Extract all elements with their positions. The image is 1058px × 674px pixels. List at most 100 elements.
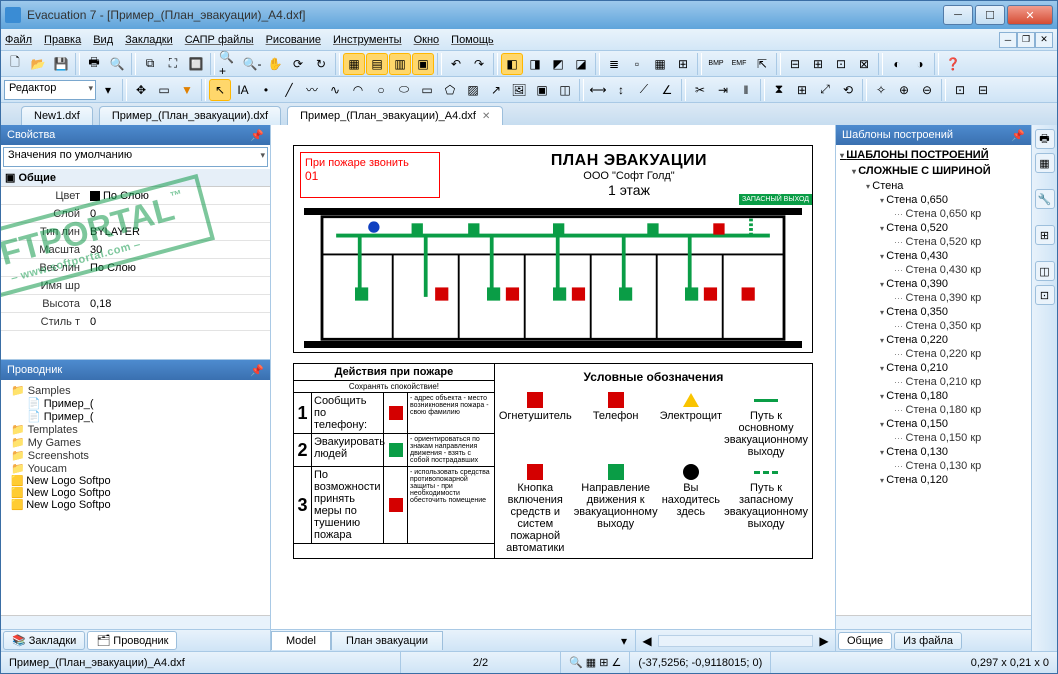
mirror-icon[interactable]: ⧗ [768,79,790,101]
template-item[interactable]: Стена 0,220 [838,333,1029,347]
template-subitem[interactable]: Стена 0,130 кр [838,459,1029,473]
template-item[interactable]: Стена 0,120 [838,473,1029,487]
layout-2-icon[interactable]: ▤ [366,53,388,75]
copy-icon[interactable]: ⧉ [139,53,161,75]
side-btn-3[interactable]: 🔧 [1035,189,1055,209]
join-icon[interactable]: ⊕ [893,79,915,101]
tab-close-icon[interactable]: ✕ [482,111,490,122]
tool-a-icon[interactable]: ◐ [886,53,908,75]
color-4-icon[interactable]: ◪ [570,53,592,75]
tree-item[interactable]: Samples [5,384,266,397]
blocks-icon[interactable]: ▫ [626,53,648,75]
template-subitem[interactable]: Стена 0,390 кр [838,291,1029,305]
point-icon[interactable]: • [255,79,277,101]
pointer-icon[interactable]: ↖ [209,79,231,101]
zoom-in-icon[interactable]: 🔍+ [218,53,240,75]
align-4-icon[interactable]: ⊠ [853,53,875,75]
property-row[interactable]: Высота0,18 [1,295,270,313]
side-btn-4[interactable]: ⊞ [1035,225,1055,245]
trim-icon[interactable]: ✂ [689,79,711,101]
dim-1-icon[interactable]: ⟷ [587,79,609,101]
properties-header[interactable]: Свойства📌 [1,125,270,145]
leader-icon[interactable]: ↗ [485,79,507,101]
template-item[interactable]: Стена 0,180 [838,389,1029,403]
menu-tools[interactable]: Инструменты [333,34,402,46]
move-icon[interactable]: ✥ [130,79,152,101]
image-icon[interactable]: 🖼 [508,79,530,101]
properties-category[interactable]: ▣ Общие [1,169,270,187]
tpl-category[interactable]: Стена [838,179,1029,193]
dim-2-icon[interactable]: ↕ [610,79,632,101]
zoom-window-icon[interactable]: 🔲 [185,53,207,75]
property-row[interactable]: Стиль т0 [1,313,270,331]
print-preview-icon[interactable]: 🔍 [106,53,128,75]
align-1-icon[interactable]: ⊟ [784,53,806,75]
color-3-icon[interactable]: ◩ [547,53,569,75]
open-icon[interactable]: 📂 [27,53,49,75]
tab-bookmarks[interactable]: 📚 Закладки [3,631,85,650]
snap-icon[interactable]: ⊞ [672,53,694,75]
undo-icon[interactable]: ↶ [445,53,467,75]
template-subitem[interactable]: Стена 0,430 кр [838,263,1029,277]
color-2-icon[interactable]: ◨ [524,53,546,75]
text-icon[interactable]: IA [232,79,254,101]
rect-icon[interactable]: ▭ [416,79,438,101]
mode-combo[interactable]: Редактор [4,80,96,100]
tab-layout[interactable]: План эвакуации [331,631,443,650]
refresh-icon[interactable]: ↻ [310,53,332,75]
menu-file[interactable]: Файл [5,34,32,46]
template-subitem[interactable]: Стена 0,520 кр [838,235,1029,249]
tree-item[interactable]: Пример_( [5,410,266,423]
side-btn-5[interactable]: ◫ [1035,261,1055,281]
dim-4-icon[interactable]: ∠ [656,79,678,101]
property-row[interactable]: Слой0 [1,205,270,223]
doc-tab-3[interactable]: Пример_(План_эвакуации)_A4.dxf✕ [287,106,503,125]
templates-tree[interactable]: ШАБЛОНЫ ПОСТРОЕНИЙ СЛОЖНЫЕ С ШИРИНОЙ Сте… [836,145,1031,615]
help-icon[interactable]: ❓ [942,53,964,75]
spline-icon[interactable]: ∿ [324,79,346,101]
side-btn-2[interactable]: ▦ [1035,153,1055,173]
tab-from-file[interactable]: Из файла [894,632,962,650]
tree-item[interactable]: Пример_( [5,397,266,410]
template-item[interactable]: Стена 0,650 [838,193,1029,207]
mdi-restore-button[interactable]: ❐ [1017,32,1035,48]
tree-item[interactable]: Youcam [5,462,266,475]
dim-3-icon[interactable]: ⟋ [633,79,655,101]
menu-bookmarks[interactable]: Закладки [125,34,173,46]
line-icon[interactable]: ╱ [278,79,300,101]
property-row[interactable]: Вес линПо Слою [1,259,270,277]
template-item[interactable]: Стена 0,520 [838,221,1029,235]
align-3-icon[interactable]: ⊡ [830,53,852,75]
circle-icon[interactable]: ○ [370,79,392,101]
hatch-icon[interactable]: ▨ [462,79,484,101]
template-item[interactable]: Стена 0,130 [838,445,1029,459]
template-item[interactable]: Стена 0,390 [838,277,1029,291]
explorer-scroll[interactable] [1,615,270,629]
layout-1-icon[interactable]: ▦ [343,53,365,75]
doc-tab-1[interactable]: New1.dxf [21,106,93,125]
select-icon[interactable]: ▭ [153,79,175,101]
pin-icon[interactable]: 📌 [1011,129,1025,142]
template-subitem[interactable]: Стена 0,650 кр [838,207,1029,221]
rotate-icon[interactable]: ⟳ [287,53,309,75]
property-row[interactable]: Имя шр [1,277,270,295]
templates-scroll[interactable] [836,615,1031,629]
scroll-left-icon[interactable]: ◀ [636,630,658,652]
drawing-canvas[interactable]: При пожаре звонить 01 ПЛАН ЭВАКУАЦИИ ООО… [271,125,835,629]
tree-item[interactable]: My Games [5,436,266,449]
template-subitem[interactable]: Стена 0,350 кр [838,319,1029,333]
pin-icon[interactable]: 📌 [250,129,264,142]
block-icon[interactable]: ◫ [554,79,576,101]
template-subitem[interactable]: Стена 0,220 кр [838,347,1029,361]
close-button[interactable]: ✕ [1007,5,1053,25]
layout-3-icon[interactable]: ▥ [389,53,411,75]
mdi-minimize-button[interactable]: ─ [999,32,1017,48]
explorer-header[interactable]: Проводник📌 [1,360,270,380]
pan-icon[interactable]: ✋ [264,53,286,75]
ellipse-icon[interactable]: ⬭ [393,79,415,101]
property-row[interactable]: Масшта30 [1,241,270,259]
print-icon[interactable]: 🖶 [83,53,105,75]
zoom-out-icon[interactable]: 🔍- [241,53,263,75]
tree-item[interactable]: New Logo Softpo [5,499,266,511]
side-btn-6[interactable]: ⊡ [1035,285,1055,305]
